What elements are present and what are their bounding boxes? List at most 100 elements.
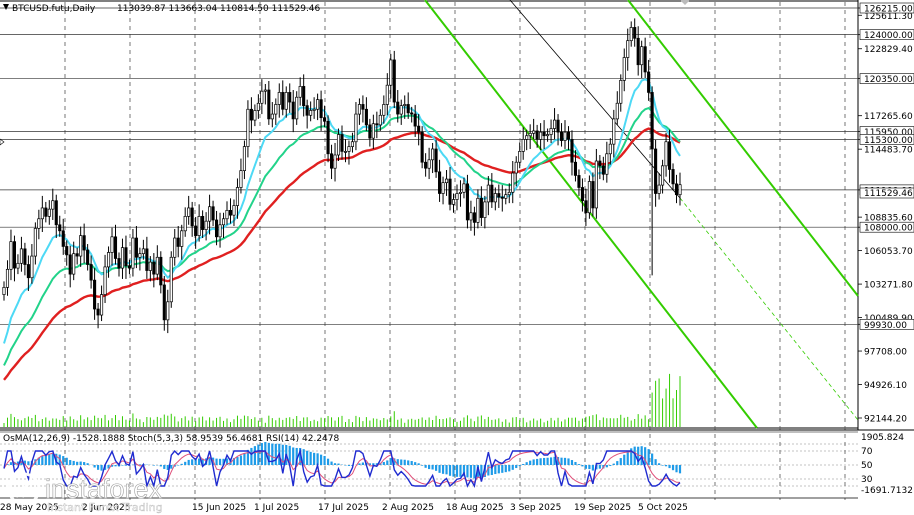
candle-body (375, 123, 379, 126)
candle-body (587, 181, 591, 214)
candle-body (556, 119, 560, 133)
y-tick-label: 117265.60 (864, 112, 913, 122)
logo-ring-icon (7, 472, 41, 506)
candlesticks (2, 18, 682, 334)
candle-body (410, 112, 414, 115)
candle-body (455, 193, 459, 200)
candle-body (674, 183, 679, 196)
x-tick-label: 1 Jul 2025 (254, 503, 299, 513)
level-label-box (859, 319, 914, 330)
candle-body (93, 279, 97, 310)
candle-body (120, 247, 125, 269)
candle-body (44, 207, 48, 217)
candle-body (211, 206, 215, 221)
candle-body (399, 105, 403, 115)
logo-name: instaforex (45, 474, 163, 504)
candle-body (472, 212, 476, 223)
candle-body (647, 71, 651, 93)
candle-body (33, 228, 37, 257)
candle-body (23, 248, 27, 265)
candle-body (61, 230, 65, 247)
candle-body (291, 101, 295, 120)
candle-body (51, 200, 55, 210)
candle-body (323, 117, 327, 122)
candle-body (396, 101, 400, 115)
candle-body (511, 172, 515, 193)
candle-body (183, 216, 187, 232)
logo-tagline: Instant Forex Trading (47, 501, 163, 514)
indicator-header: OsMA(12,26,9) -1528.1888 Stoch(5,3,3) 58… (3, 434, 339, 444)
candle-body (218, 224, 222, 238)
candle-body (152, 261, 156, 275)
candle-body (288, 92, 292, 103)
candle-body (661, 165, 665, 186)
candle-body (598, 160, 602, 167)
candle-body (427, 159, 431, 169)
candle-body (504, 194, 508, 199)
y-tick-label: 106053.70 (864, 247, 913, 257)
date-axis: 28 May 2025 2 Jun 2025 15 Jun 2025 1 Jul 20… (0, 503, 688, 513)
candle-body (361, 104, 365, 110)
candle-body (444, 178, 449, 184)
candle-body (187, 207, 191, 217)
candle-body (194, 225, 198, 236)
last-price-label: 111529.46 (864, 189, 913, 199)
candle-body (9, 241, 13, 270)
candle-body (518, 151, 522, 163)
candle-body (514, 161, 518, 174)
candle-body (497, 193, 501, 198)
candle-body (263, 89, 267, 92)
candle-body (559, 131, 564, 141)
candle-body (281, 92, 285, 110)
stoch-50-label: 50 (861, 461, 873, 471)
candle-body (5, 268, 10, 288)
candle-body (573, 161, 578, 176)
y-tick-label: 103271.80 (864, 281, 913, 291)
candle-body (403, 104, 407, 107)
candle-body (385, 84, 389, 105)
last-price-marker: 111529.46 (859, 187, 914, 199)
vertical-grid (64, 2, 846, 500)
candle-body (654, 148, 658, 194)
candle-body (368, 124, 372, 139)
candle-body (417, 125, 421, 133)
candle-body (309, 110, 313, 116)
candle-body (235, 187, 240, 206)
scroll-marker-icon[interactable] (680, 0, 690, 5)
stoch-70-label: 70 (861, 447, 873, 457)
candle-body (354, 113, 358, 143)
candle-body (298, 86, 302, 98)
x-tick-label: 19 Sep 2025 (574, 503, 631, 513)
trend-channels (424, 0, 859, 429)
candle-body (539, 131, 543, 140)
candle-body (65, 246, 69, 256)
candle-body (629, 27, 633, 42)
volume-bars (3, 373, 681, 427)
candle-body (483, 201, 487, 218)
level-label: 120350.00 (864, 75, 913, 85)
candle-body (260, 90, 264, 104)
candle-body (521, 138, 525, 152)
candle-body (12, 241, 17, 269)
candle-body (113, 236, 118, 259)
collapse-arrow-icon[interactable] (3, 4, 9, 10)
candle-body (284, 92, 288, 110)
candle-body (535, 130, 539, 140)
candle-body (30, 255, 34, 279)
candle-body (305, 105, 309, 116)
candle-body (469, 212, 473, 221)
y-tick-label: 97708.00 (864, 348, 907, 358)
candle-body (16, 262, 20, 269)
candle-body (382, 104, 386, 116)
candle-body (605, 153, 609, 175)
candle-body (106, 252, 111, 268)
candle-body (169, 256, 173, 303)
candle-body (79, 235, 83, 257)
candle-body (319, 99, 323, 119)
channel-lower-line (424, 0, 758, 429)
level-marker-icon (0, 138, 5, 146)
level-label-box (859, 221, 914, 233)
candle-body (124, 247, 128, 267)
x-tick-label: 15 Jun 2025 (192, 503, 246, 513)
